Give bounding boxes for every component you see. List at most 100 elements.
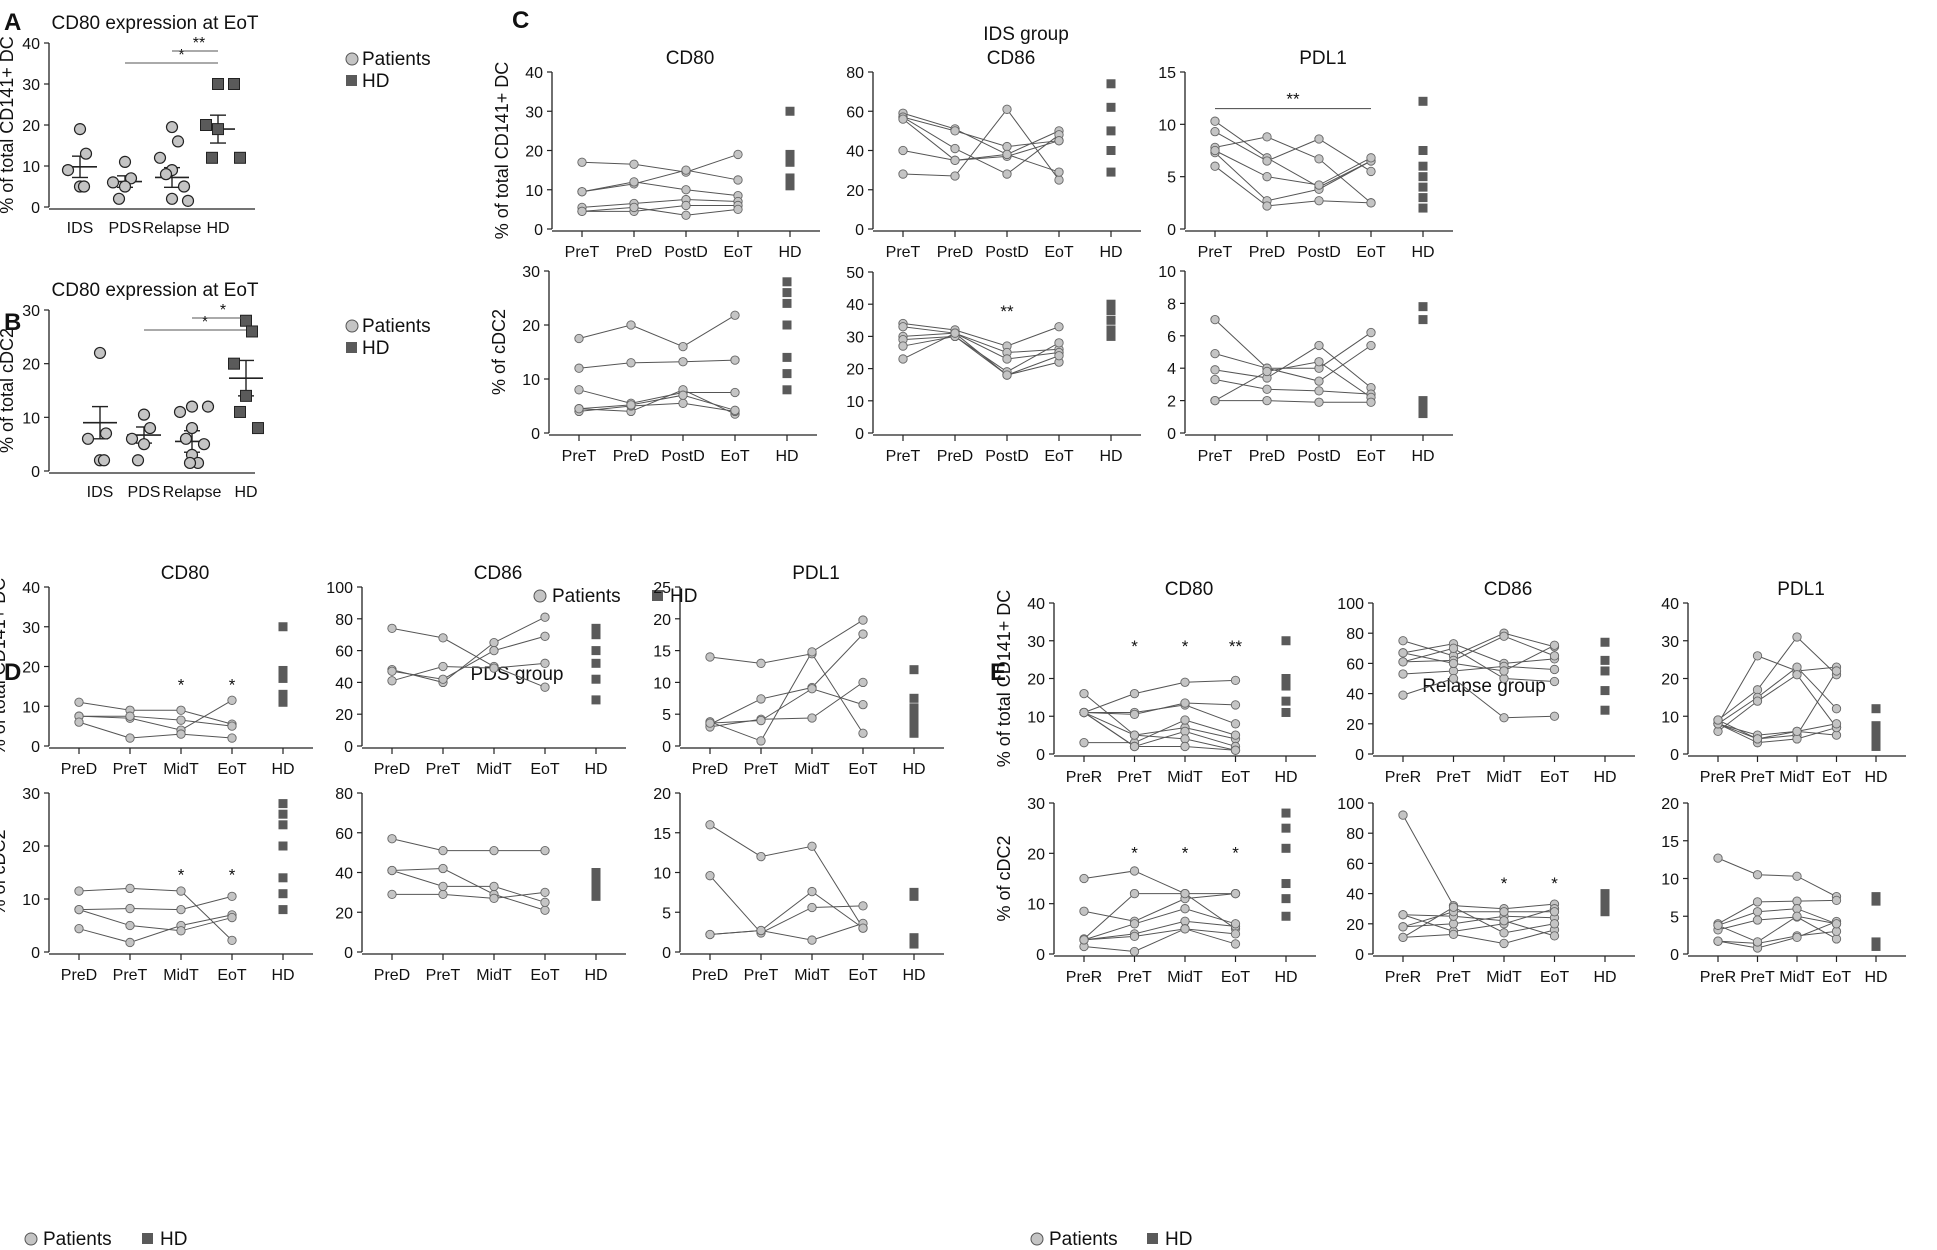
data-point [1262,201,1272,211]
data-point [1549,711,1560,721]
series-line [1083,870,1236,895]
x-tick-label: PreD [61,761,97,778]
y-tick-label: 0 [31,464,40,481]
data-point [1831,704,1842,714]
data-point [756,736,766,746]
series-line [1214,379,1372,395]
x-tick-label: EoT [1356,244,1386,261]
x-tick-label: MidT [163,967,199,984]
y-tick-label: 0 [1355,947,1364,964]
data-point [756,658,766,668]
data-point [74,717,84,727]
hd-point [1418,96,1428,106]
data-point [1079,738,1089,748]
hd-point [212,78,224,90]
series-line [902,140,1060,161]
data-point [574,404,584,414]
data-point [705,718,715,728]
series-line [709,824,864,929]
series-line [1215,400,1371,403]
hd-point [1106,306,1116,316]
data-point [1079,688,1089,699]
hd-point [785,149,795,159]
hd-point [278,673,288,683]
hd-point [1106,167,1116,177]
y-axis-label: % of cDC2 [994,835,1014,921]
data-point [629,202,639,213]
x-tick-label: PreT [744,761,779,778]
data-point [1129,688,1140,699]
y-tick-label: 10 [525,183,543,200]
data-point [1180,904,1190,914]
hd-point [591,877,601,887]
legend-hd-marker [142,1233,153,1244]
legend-hd-marker [1147,1233,1158,1244]
series-line [578,389,736,415]
series-line [902,323,1060,347]
data-point [1314,357,1324,367]
data-point [77,180,91,193]
series-line [391,870,546,903]
series-line [1402,635,1555,663]
x-tick-label: PreT [1740,969,1775,986]
legend-patients-marker [345,319,359,333]
series-line [391,662,546,682]
series-line [1402,915,1555,928]
x-tick-label: HD [1864,969,1887,986]
data-point [1054,167,1064,177]
series-line [1084,704,1236,725]
hd-point [1418,182,1428,192]
y-tick-label: 20 [653,786,671,803]
y-tick-label: 20 [1027,846,1045,863]
data-point [1230,939,1241,949]
data-point [227,912,237,923]
series-line [1402,665,1555,675]
hd-point [1871,721,1881,731]
significance-label: * [229,865,236,884]
data-point [1210,161,1220,171]
data-point [73,123,87,136]
series-line [1083,712,1236,751]
y-tick-label: 2 [1167,394,1176,411]
x-tick-label: PreD [1249,244,1285,261]
series-line [709,633,864,725]
data-point [165,120,179,134]
hd-point [591,646,601,656]
x-tick-label: Relapse [143,220,202,237]
hd-point [1418,172,1428,182]
y-tick-label: 20 [335,905,353,922]
data-point [858,901,868,911]
y-tick-label: 0 [1167,426,1176,443]
data-point [1054,338,1064,348]
data-point [807,713,817,723]
hd-point [1600,705,1610,715]
panel-letter-e: E [990,659,1006,686]
series-line [709,688,864,724]
series-line [391,616,546,683]
series-line [392,891,546,899]
series-line [1717,723,1837,736]
chart-d2: 0 20 40 60 80 100 PreD PreT MidT EoT HD CD86 [326,563,626,778]
hd-point [278,697,288,707]
data-point [1366,340,1376,351]
data-point [898,169,908,179]
data-point [1129,888,1140,899]
y-tick-label: 10 [22,892,40,909]
data-point [176,926,186,936]
hd-point [1418,193,1428,203]
x-tick-label: EoT [530,761,560,778]
data-point [756,715,766,726]
series-line [902,118,1060,173]
y-tick-label: 40 [22,580,40,597]
data-point [577,187,587,197]
data-point [1713,936,1723,946]
y-tick-label: 15 [653,826,671,843]
y-tick-label: 25 [653,580,671,597]
data-point [74,924,84,934]
significance-label: ** [1286,90,1300,109]
data-point [1499,928,1509,938]
series-line [1083,679,1236,713]
data-point [74,697,84,707]
data-point [171,135,185,148]
hd-point [1871,896,1881,906]
